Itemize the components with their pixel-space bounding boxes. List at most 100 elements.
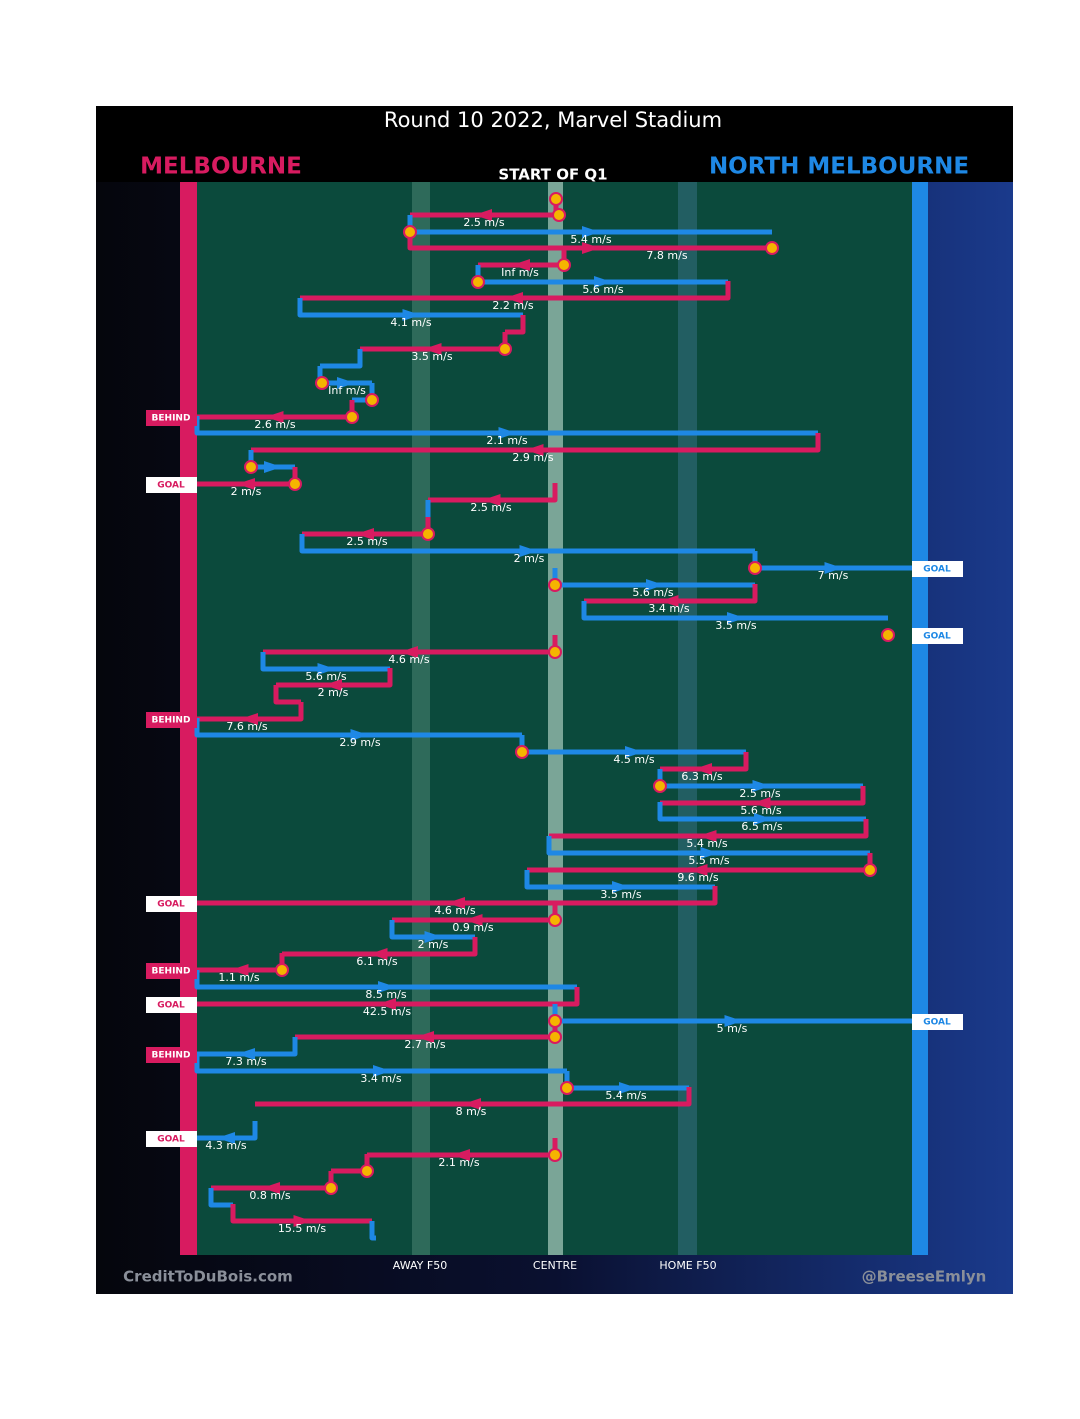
away-f50-band — [412, 182, 430, 1255]
pass — [660, 786, 866, 806]
outcome-label: GOAL — [923, 632, 951, 642]
possession-marker — [275, 963, 289, 977]
arrow — [824, 562, 843, 574]
possession-marker — [653, 779, 667, 793]
pass-speed: 6.3 m/s — [681, 770, 722, 783]
arrow — [752, 780, 771, 792]
pass-speed: 5.6 m/s — [305, 670, 346, 683]
pass-speed: 2 m/s — [418, 938, 449, 951]
centre-band — [548, 182, 563, 1255]
pass-speed: Inf m/s — [501, 266, 539, 279]
outcome-tag — [912, 628, 963, 644]
pass-speed: 2 m/s — [231, 485, 262, 498]
pass-speed: 2.9 m/s — [339, 736, 380, 749]
pass — [251, 433, 821, 453]
pass — [428, 483, 558, 503]
axis-label: CENTRE — [533, 1259, 577, 1272]
possession-marker — [557, 258, 571, 272]
arrow — [293, 1215, 312, 1227]
pass — [276, 668, 393, 688]
arrow — [317, 663, 336, 675]
arrow — [217, 1132, 235, 1144]
pass-speed: 4.6 m/s — [434, 904, 475, 917]
pass — [299, 534, 755, 554]
pass — [657, 802, 866, 822]
pass — [549, 819, 869, 839]
possession-marker — [360, 1164, 374, 1178]
arrow — [582, 242, 600, 254]
arrow — [463, 1098, 481, 1110]
arrow — [373, 1065, 391, 1077]
possession-marker — [345, 410, 359, 424]
arrow — [378, 981, 396, 993]
arrow — [474, 209, 492, 221]
pass — [369, 1221, 376, 1241]
pass-speed: 4.3 m/s — [205, 1139, 246, 1152]
pass-speed: 6.5 m/s — [741, 820, 782, 833]
pass-speed: 5.4 m/s — [686, 837, 727, 850]
possession-marker — [863, 863, 877, 877]
possession-marker — [548, 578, 562, 592]
pass-speed: 2.2 m/s — [492, 299, 533, 312]
possession-marker — [421, 527, 435, 541]
pass-speed: 3.5 m/s — [600, 888, 641, 901]
pass-speed: 2.9 m/s — [512, 451, 553, 464]
pass-speed: 5.5 m/s — [688, 854, 729, 867]
arrow — [237, 478, 255, 490]
pass — [660, 752, 749, 772]
pass-speed: 3.4 m/s — [360, 1072, 401, 1085]
outcome-tag — [146, 1131, 197, 1147]
arrow — [240, 713, 258, 725]
arrow — [237, 1048, 255, 1060]
arrow — [700, 847, 719, 859]
arrow — [727, 612, 745, 624]
arrow — [689, 864, 708, 876]
outcome-label: GOAL — [157, 1135, 185, 1145]
outcome-tag — [146, 896, 197, 912]
pass-speed: 7.8 m/s — [646, 249, 687, 262]
pass — [197, 1121, 258, 1141]
possession-marker — [403, 225, 417, 239]
pass — [300, 281, 731, 301]
axis-label: AWAY F50 — [393, 1259, 447, 1272]
pass-speed: 0.8 m/s — [249, 1189, 290, 1202]
possession-marker — [244, 460, 258, 474]
pass-speed: 5.4 m/s — [605, 1089, 646, 1102]
pass — [282, 937, 478, 957]
outcome-label: GOAL — [923, 1018, 951, 1028]
possession-marker — [548, 645, 562, 659]
north-bar — [912, 182, 928, 1255]
pass-speed: 3.5 m/s — [411, 350, 452, 363]
arrow — [464, 914, 483, 926]
pass — [197, 886, 718, 906]
pass — [320, 349, 363, 369]
pass-speed: 9.6 m/s — [677, 871, 718, 884]
pass-speed: Inf m/s — [328, 384, 366, 397]
possession-marker — [765, 241, 779, 255]
arrow — [337, 377, 355, 389]
pass — [260, 652, 390, 672]
possession-marker — [548, 1030, 562, 1044]
pass-speed: 2.1 m/s — [438, 1156, 479, 1169]
credit: @BreeseEmlyn — [862, 1268, 987, 1286]
pass-speed: 4.5 m/s — [613, 753, 654, 766]
pass-speed: 2.5 m/s — [346, 535, 387, 548]
possession-marker — [315, 376, 329, 390]
possession-marker — [324, 1181, 338, 1195]
arrow — [416, 1031, 434, 1043]
arrow — [498, 427, 517, 439]
outcome-tag — [146, 477, 197, 493]
pass-speed: 4.1 m/s — [390, 316, 431, 329]
pass-speed: 2.5 m/s — [470, 501, 511, 514]
arrow — [646, 579, 664, 591]
arrow — [452, 1149, 470, 1161]
arrow — [378, 998, 396, 1010]
pass-speed: 5.4 m/s — [570, 233, 611, 246]
pass-speed: 2.5 m/s — [739, 787, 780, 800]
outcome-label: BEHIND — [152, 716, 191, 726]
arrow — [582, 226, 600, 238]
possession-marker — [365, 393, 379, 407]
pass — [273, 685, 301, 705]
pass — [524, 870, 715, 890]
